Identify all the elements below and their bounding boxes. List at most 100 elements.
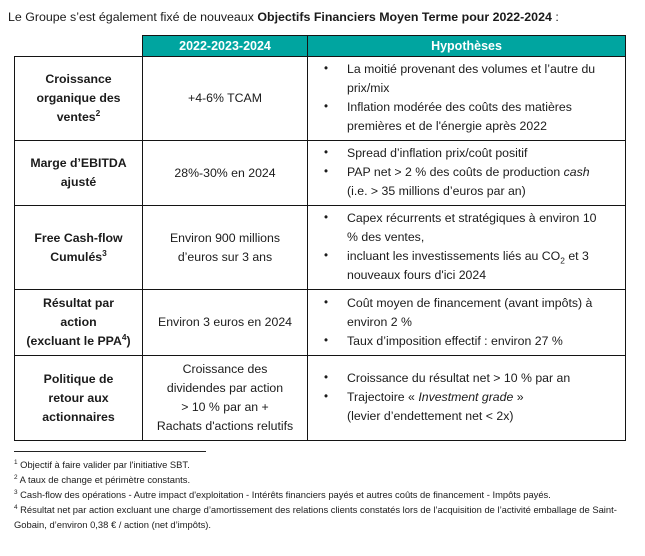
row-target-cell: Croissance des dividendes par action > 10 … bbox=[142, 355, 308, 441]
text-line: (levier d’endettement net < 2x) bbox=[347, 409, 514, 423]
text-line: Rachats d'actions relutifs bbox=[156, 419, 294, 433]
objectives-table: 2022-2023-2024 Hypothèses Croissance orga… bbox=[14, 35, 626, 441]
bullet-icon: • bbox=[324, 391, 329, 403]
text-line: Cumulés3 bbox=[17, 248, 140, 267]
bullet-icon: • bbox=[324, 250, 329, 262]
footnote: 1 Objectif à faire valider par l'initiat… bbox=[14, 458, 190, 470]
text-segment: ventes bbox=[56, 110, 96, 124]
text-line: d’euros sur 3 ans bbox=[177, 249, 273, 264]
footnote: 3 Cash-flow des opérations - Autre impac… bbox=[14, 488, 551, 500]
text-line: Coût moyen de financement (avant impôts)… bbox=[347, 295, 593, 310]
text-segment: » bbox=[513, 390, 524, 404]
text-segment: et 3 bbox=[564, 249, 589, 263]
text-line: % des ventes, bbox=[347, 230, 425, 244]
text-line: organique des bbox=[36, 91, 121, 105]
bullet-text: incluant les investissements liés au CO2… bbox=[347, 247, 589, 285]
text-line: Taux d’imposition effectif : environ 27 … bbox=[347, 333, 563, 348]
text-segment: incluant les investissements liés au CO bbox=[347, 249, 561, 263]
text-line: La moitié provenant des volumes et l’aut… bbox=[347, 62, 596, 76]
text-line: Trajectoire « Investment grade » bbox=[347, 388, 524, 407]
bullet-text: Coût moyen de financement (avant impôts)… bbox=[347, 294, 592, 332]
row-hypotheses-cell: • Croissance du résultat net > 10 % par a… bbox=[307, 355, 626, 441]
footnote: 2 A taux de change et périmètre constant… bbox=[14, 473, 191, 485]
row-hypotheses-cell: • La moitié provenant des volumes et l’au… bbox=[307, 56, 626, 141]
table-row: Croissance organique des ventes2 +4-6% TCAM… bbox=[14, 56, 626, 141]
text-line: action bbox=[60, 315, 97, 329]
text-line: Marge d’EBITDA bbox=[30, 156, 127, 170]
text-line: PAP net > 2 % des coûts de production ca… bbox=[347, 163, 590, 182]
header-hypotheses-cell: Hypothèses bbox=[307, 35, 626, 57]
row-hypotheses-cell: • Spread d’inflation prix/coût positif • PA… bbox=[307, 140, 626, 206]
bullet-item: • Taux d’imposition effectif : environ 27… bbox=[324, 332, 619, 351]
row-label-cell: Politique de retour aux actionnaires bbox=[14, 355, 143, 441]
bullet-text: Taux d’imposition effectif : environ 27 … bbox=[347, 332, 563, 351]
bullet-item: • Coût moyen de financement (avant impôts… bbox=[324, 294, 619, 332]
bullet-text: Spread d’inflation prix/coût positif bbox=[347, 144, 527, 163]
text-line: premières et de l'énergie après 2022 bbox=[347, 119, 547, 133]
text-line: Croissance des bbox=[182, 362, 268, 376]
table-row: Résultat par action (excluant le PPA4) Envi… bbox=[14, 289, 626, 356]
row-target-cell: 28%-30% en 2024 bbox=[142, 140, 308, 206]
bullet-text: Trajectoire « Investment grade » (levier … bbox=[347, 388, 524, 426]
text-line: nouveaux fours d'ici 2024 bbox=[347, 268, 487, 282]
bullet-icon: • bbox=[324, 101, 329, 113]
bullet-item: • Trajectoire « Investment grade » (levier… bbox=[324, 388, 619, 426]
text-line: Capex récurrents et stratégiques à envir… bbox=[347, 211, 597, 225]
text-line: prix/mix bbox=[347, 81, 390, 95]
text-line: dividendes par action bbox=[166, 381, 284, 395]
document-page: Le Groupe s’est également fixé de nouvea… bbox=[0, 9, 645, 556]
footnote-marker: 4 bbox=[14, 503, 18, 511]
intro-suffix: : bbox=[551, 10, 559, 24]
text-line: Politique de bbox=[43, 371, 114, 386]
bullet-text: La moitié provenant des volumes et l’aut… bbox=[347, 60, 595, 98]
footnote-separator bbox=[14, 451, 206, 452]
footnote-marker: 2 bbox=[14, 473, 18, 481]
bullet-icon: • bbox=[324, 166, 329, 178]
row-hypotheses-cell: • Capex récurrents et stratégiques à envi… bbox=[307, 205, 626, 290]
row-label-cell: Résultat par action (excluant le PPA4) bbox=[14, 289, 143, 356]
table-row: Free Cash-flow Cumulés3 Environ 900 millio… bbox=[14, 205, 626, 290]
header-spacer-cell bbox=[14, 35, 143, 57]
row-target-cell: Environ 3 euros en 2024 bbox=[142, 289, 308, 356]
text-line: (excluant le PPA4) bbox=[17, 332, 140, 351]
bullet-icon: • bbox=[324, 334, 329, 347]
text-line: incluant les investissements liés au CO2… bbox=[347, 247, 589, 266]
header-period-cell: 2022-2023-2024 bbox=[142, 35, 308, 57]
subscript-text: 2 bbox=[560, 255, 565, 266]
bullet-icon: • bbox=[324, 212, 329, 224]
intro-bold-text: Objectifs Financiers Moyen Terme pour 20… bbox=[257, 10, 552, 24]
text-line: +4-6% TCAM bbox=[188, 91, 262, 105]
bullet-icon: • bbox=[324, 372, 329, 384]
text-line: ventes2 bbox=[17, 108, 140, 127]
row-target-cell: +4-6% TCAM bbox=[142, 56, 308, 141]
text-line: Environ 900 millions bbox=[169, 230, 281, 245]
bullet-icon: • bbox=[324, 296, 329, 309]
text-line: Résultat par bbox=[42, 296, 115, 310]
bullet-text: PAP net > 2 % des coûts de production ca… bbox=[347, 163, 590, 201]
footnote-marker: 1 bbox=[14, 458, 18, 466]
row-target-cell: Environ 900 millions d’euros sur 3 ans bbox=[142, 205, 308, 290]
footnote-marker: 3 bbox=[14, 488, 18, 496]
bullet-item: • PAP net > 2 % des coûts de production c… bbox=[324, 163, 619, 201]
bullet-item: • La moitié provenant des volumes et l’au… bbox=[324, 60, 619, 98]
text-line: ajusté bbox=[60, 175, 97, 189]
text-segment: Trajectoire « bbox=[347, 390, 419, 404]
text-segment: Cumulés bbox=[50, 249, 103, 264]
text-line: Croissance du résultat net > 10 % par an bbox=[347, 371, 571, 385]
header-row: 2022-2023-2024 Hypothèses bbox=[14, 35, 626, 57]
bullet-item: • Inflation modérée des coûts des matière… bbox=[324, 98, 619, 136]
bullet-item: • Capex récurrents et stratégiques à envi… bbox=[324, 209, 619, 247]
bullet-text: Croissance du résultat net > 10 % par an bbox=[347, 369, 570, 388]
row-label-cell: Marge d’EBITDA ajusté bbox=[14, 140, 143, 206]
table-row: Marge d’EBITDA ajusté 28%-30% en 2024 • Spre… bbox=[14, 140, 626, 206]
bullet-text: Inflation modérée des coûts des matières… bbox=[347, 98, 572, 136]
intro-text: Le Groupe s’est également fixé de nouvea… bbox=[8, 10, 258, 24]
italic-text: Investment grade bbox=[418, 390, 514, 404]
text-line: environ 2 % bbox=[347, 314, 412, 329]
superscript-text: 4 bbox=[121, 331, 127, 342]
footnote: 4 Résultat net par action excluant une c… bbox=[14, 503, 617, 530]
row-label-cell: Free Cash-flow Cumulés3 bbox=[14, 205, 143, 290]
row-label-cell: Croissance organique des ventes2 bbox=[14, 56, 143, 141]
text-line: actionnaires bbox=[42, 409, 115, 424]
text-segment: PAP net > 2 % des coûts de production bbox=[347, 165, 564, 179]
